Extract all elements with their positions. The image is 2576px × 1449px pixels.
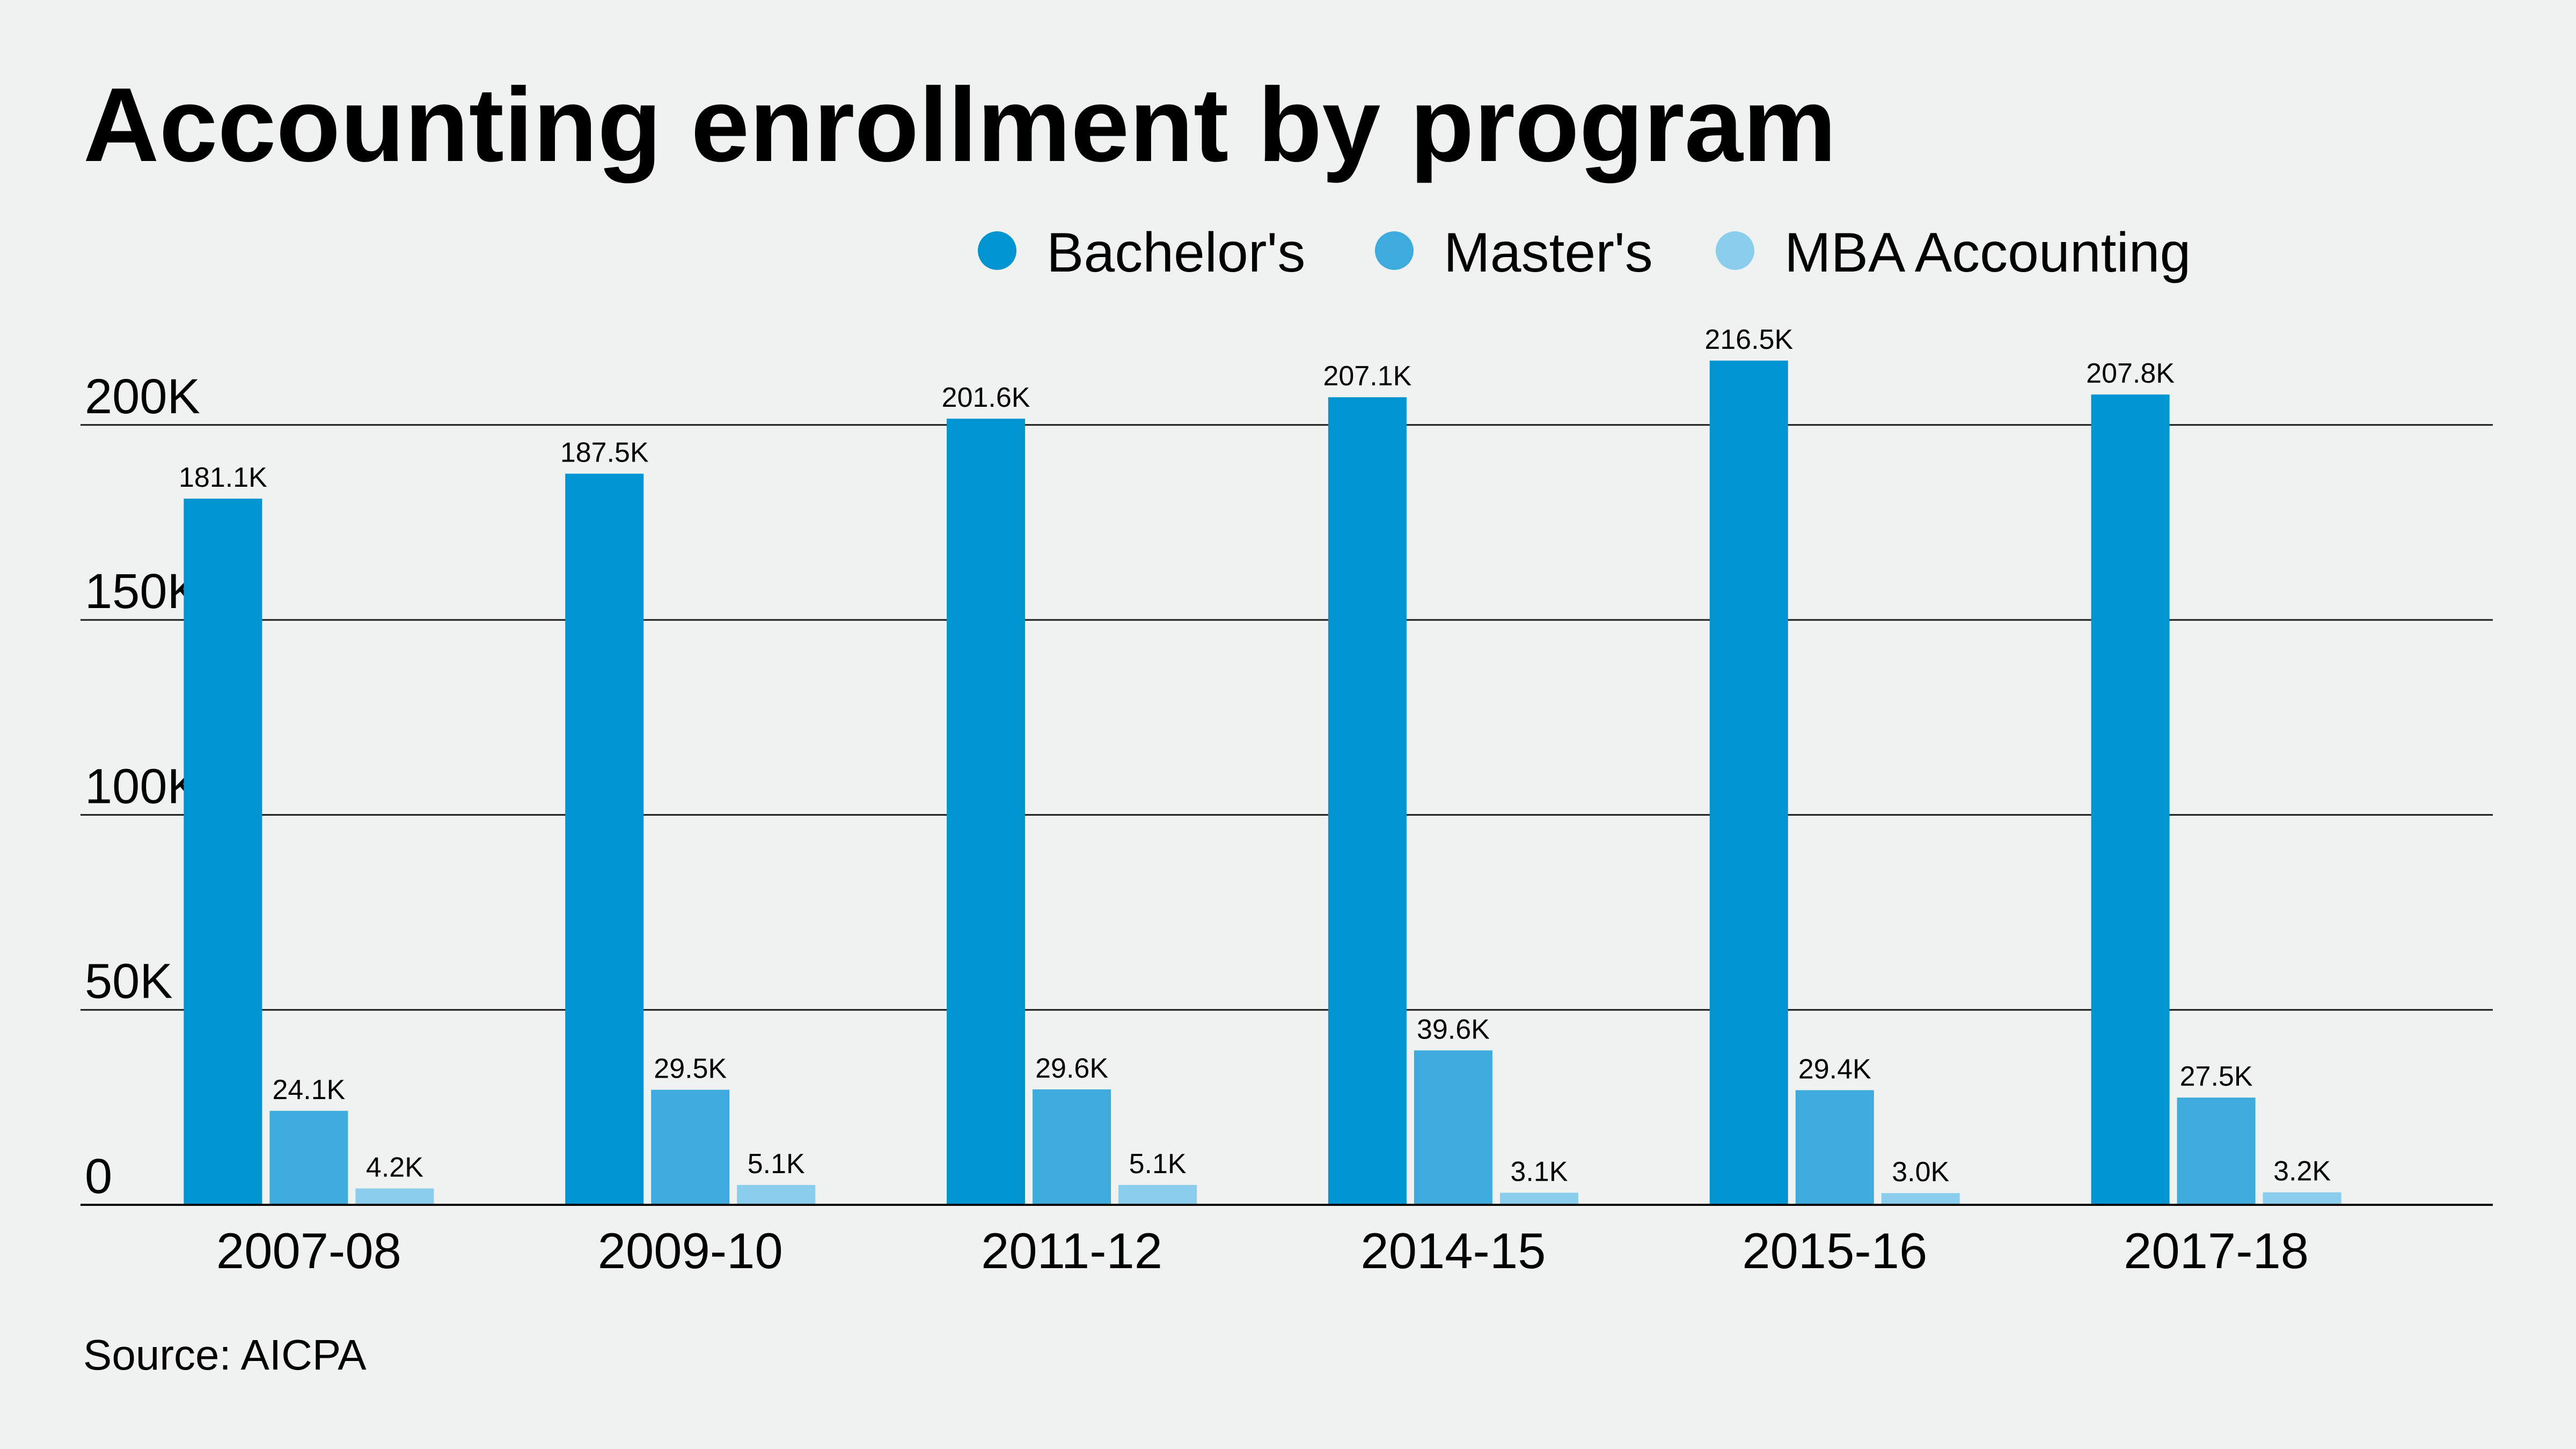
data-label: 39.6K <box>1417 1014 1490 1045</box>
data-label: 207.8K <box>2086 358 2175 389</box>
bar-mba-accounting <box>737 1184 816 1205</box>
data-label: 3.2K <box>2273 1156 2331 1187</box>
bar-master-s <box>1033 1089 1111 1205</box>
data-label: 187.5K <box>560 437 649 469</box>
legend-swatch-icon <box>978 231 1016 270</box>
data-label: 201.6K <box>942 382 1030 413</box>
y-tick-label: 0 <box>85 1149 112 1204</box>
x-tick-label: 2011-12 <box>981 1223 1162 1279</box>
gridlines <box>80 424 2493 1011</box>
y-tick-label: 200K <box>85 369 200 424</box>
x-tick-label: 2007-08 <box>216 1223 401 1279</box>
bar-mba-accounting <box>1118 1184 1197 1205</box>
data-label: 216.5K <box>1704 324 1793 355</box>
data-label: 29.6K <box>1035 1053 1108 1084</box>
x-tick-label: 2014-15 <box>1360 1223 1546 1279</box>
data-label: 5.1K <box>748 1148 805 1180</box>
bar-mba-accounting <box>1881 1193 1960 1205</box>
x-tick-label: 2009-10 <box>598 1223 783 1279</box>
bar-bachelor-s <box>1328 397 1407 1205</box>
bar-mba-accounting <box>1499 1192 1578 1205</box>
y-tick-label: 50K <box>85 954 173 1009</box>
data-label: 5.1K <box>1129 1148 1187 1180</box>
legend-label: Master's <box>1444 222 1653 284</box>
legend: Bachelor's Master's MBA Accounting <box>978 222 2191 284</box>
data-label: 29.5K <box>654 1053 727 1085</box>
data-label: 27.5K <box>2180 1061 2253 1092</box>
x-tick-label: 2015-16 <box>1742 1223 1927 1279</box>
data-labels: 181.1K 24.1K 4.2K 187.5K 29.5K 5.1K 201.6K 29.6… <box>179 324 2331 1188</box>
y-tick-label: 100K <box>85 759 200 814</box>
bar-bachelor-s <box>565 473 644 1205</box>
bars <box>184 360 2341 1205</box>
legend-label: MBA Accounting <box>1784 222 2191 284</box>
x-tick-label: 2017-18 <box>2124 1223 2309 1279</box>
bar-mba-accounting <box>355 1188 434 1205</box>
x-axis-ticks: 2007-08 2009-10 2011-12 2014-15 2015-16 2017-… <box>216 1223 2309 1279</box>
legend-label: Bachelor's <box>1046 222 1305 284</box>
data-label: 3.0K <box>1892 1157 1949 1188</box>
source-note: Source: AICPA <box>83 1331 367 1379</box>
chart-title: Accounting enrollment by program <box>83 66 1836 184</box>
bar-master-s <box>651 1089 730 1205</box>
bar-master-s <box>1795 1090 1874 1205</box>
bar-bachelor-s <box>2091 394 2170 1205</box>
bar-master-s <box>269 1110 348 1205</box>
bar-bachelor-s <box>184 499 262 1205</box>
y-axis-ticks: 0 50K 100K 150K 200K <box>85 369 200 1204</box>
data-label: 3.1K <box>1510 1156 1568 1187</box>
bar-mba-accounting <box>2263 1192 2341 1205</box>
legend-swatch-icon <box>1375 231 1414 270</box>
bar-bachelor-s <box>947 419 1026 1205</box>
bar-master-s <box>2177 1097 2256 1205</box>
data-label: 24.1K <box>272 1074 345 1106</box>
bar-master-s <box>1414 1050 1492 1205</box>
bar-bachelor-s <box>1709 360 1788 1205</box>
legend-swatch-icon <box>1716 231 1754 270</box>
data-label: 181.1K <box>179 462 267 493</box>
data-label: 207.1K <box>1323 361 1412 392</box>
y-tick-label: 150K <box>85 564 200 619</box>
data-label: 29.4K <box>1798 1053 1871 1085</box>
data-label: 4.2K <box>366 1152 423 1183</box>
